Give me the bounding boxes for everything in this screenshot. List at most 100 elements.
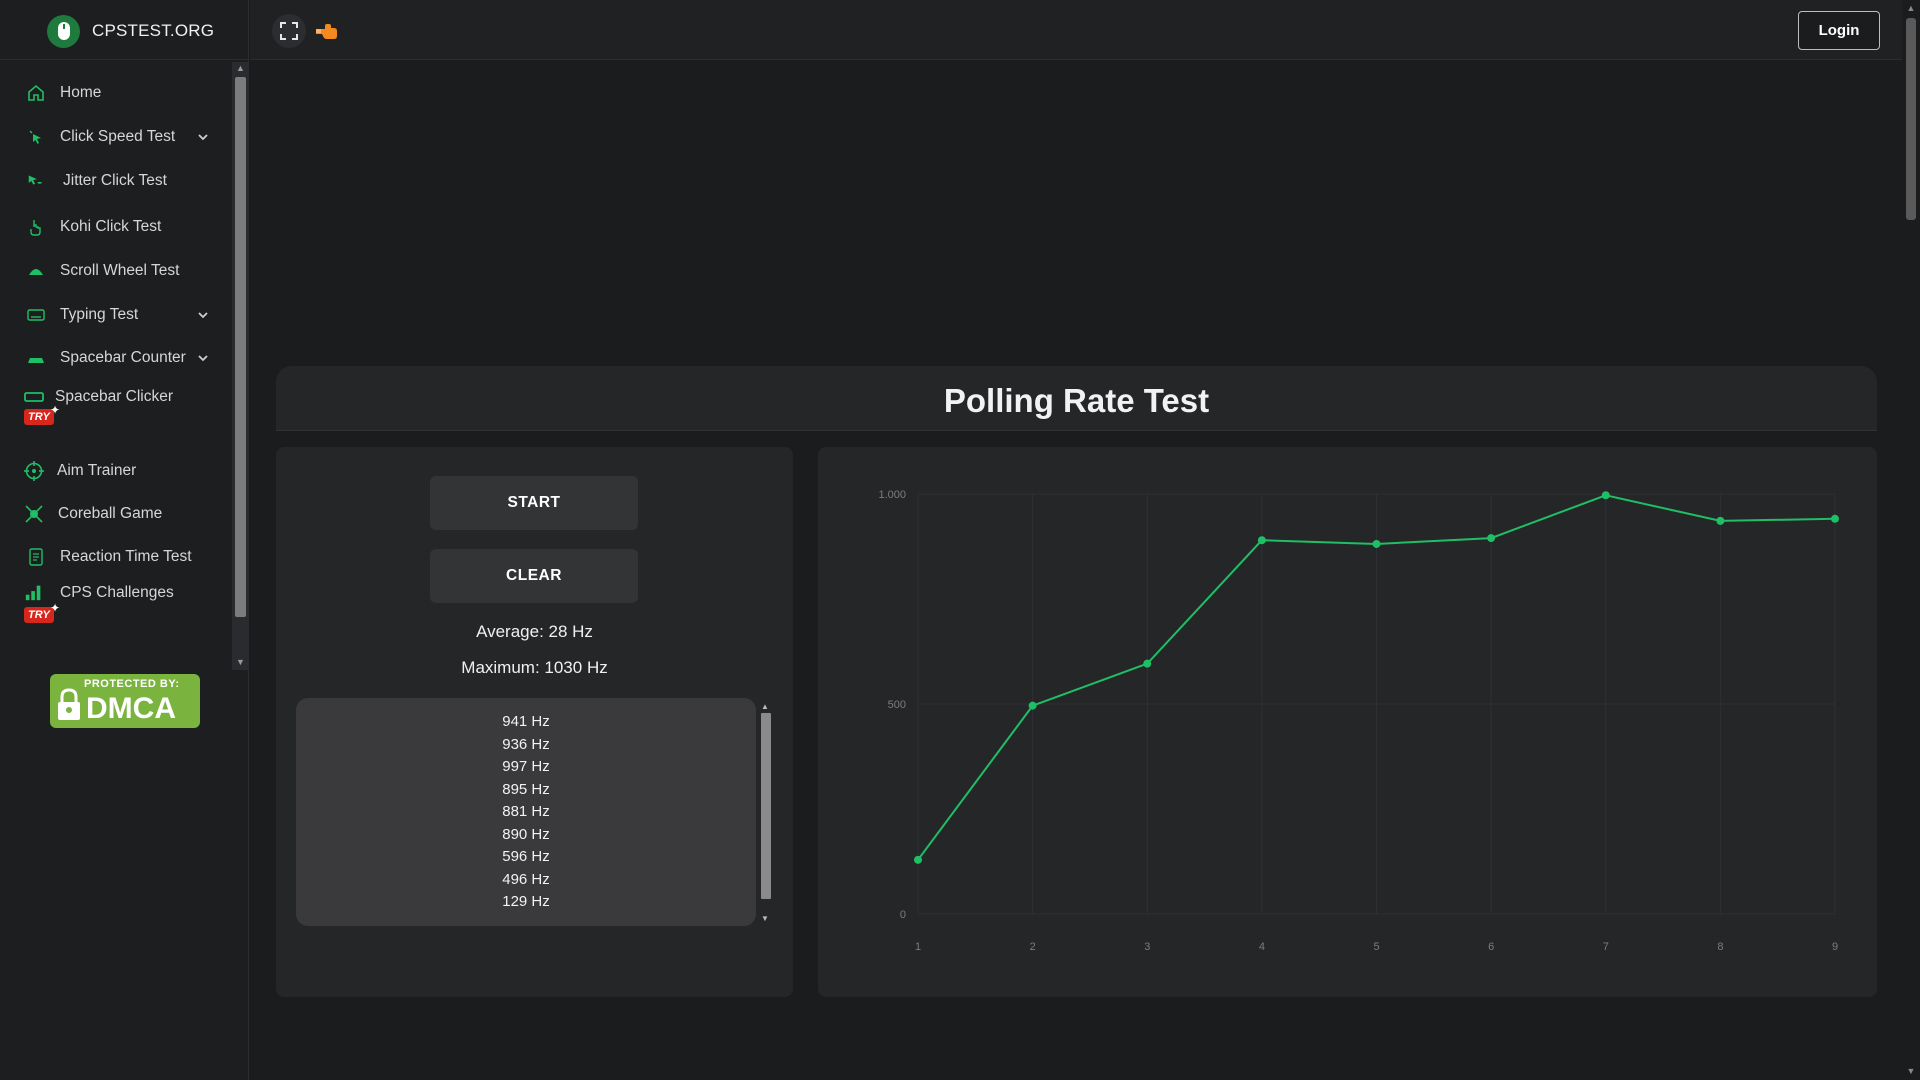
scroll-down-icon[interactable]: ▼ [236,657,245,667]
reading-item: 496 Hz [502,870,550,888]
sidebar-scrollbar[interactable]: ▲ ▼ [232,62,249,670]
chevron-down-icon[interactable] [196,130,210,144]
fullscreen-icon [280,22,298,40]
y-tick-label: 500 [888,699,906,711]
data-point [1143,659,1152,668]
average-text: Average: 28 Hz [476,622,593,641]
scroll-up-icon[interactable]: ▲ [236,63,245,73]
data-point [1257,536,1266,545]
sidebar-item-label: Scroll Wheel Test [60,262,180,279]
pointer-hand-button[interactable] [312,16,342,46]
mouse-wheel-icon [26,261,46,281]
data-point [1372,539,1381,548]
pointer-hand-icon [26,217,46,237]
scroll-down-icon[interactable]: ▼ [761,914,769,923]
data-point [1831,514,1839,523]
title-panel: Polling Rate Test [276,366,1877,431]
spacebar-key-icon [24,387,44,407]
x-tick-label: 2 [1030,941,1036,953]
sidebar-item-label: Spacebar Clicker [55,388,174,405]
page-scroll-thumb[interactable] [1906,18,1916,220]
try-badge: TRY [24,607,54,623]
data-point [1601,491,1610,500]
sidebar-item-aim-trainer[interactable]: Aim Trainer [0,454,232,488]
reading-item: 895 Hz [502,780,550,798]
mouse-logo-icon [47,14,80,48]
document-icon [26,547,46,567]
readings-scroll-thumb[interactable] [761,713,771,899]
readings-items: 941 Hz 936 Hz 997 Hz 895 Hz 881 Hz 890 Hz 596 … [296,711,756,914]
try-badge: TRY [24,409,54,425]
bar-chart-icon [24,582,44,602]
sidebar-item-spacebar-clicker[interactable]: Spacebar Clicker TRY ✦ [0,384,232,430]
reading-item: 941 Hz [502,713,550,730]
sidebar-divider [0,59,249,60]
cursor-click-icon [26,127,46,147]
x-tick-label: 6 [1488,941,1494,953]
chevron-down-icon[interactable] [196,351,210,365]
data-point [1716,516,1725,525]
login-button[interactable]: Login [1798,11,1880,50]
scroll-up-icon[interactable]: ▲ [761,702,769,711]
reading-item: 881 Hz [502,803,550,820]
x-tick-label: 9 [1832,941,1838,953]
readings-list[interactable]: 941 Hz 936 Hz 997 Hz 895 Hz 881 Hz 890 Hz 596 … [296,698,756,926]
reading-item: 596 Hz [502,848,550,865]
sidebar-item-label: Coreball Game [58,505,163,522]
dmca-top-text: PROTECTED BY: [84,678,180,690]
data-point [1028,701,1037,710]
data-point [914,855,922,864]
sidebar-item-jitter-click-test[interactable]: Jitter Click Test [0,164,232,198]
sidebar-item-label: Home [60,84,102,101]
sidebar-item-click-speed-test[interactable]: Click Speed Test [0,120,232,154]
chevron-down-icon[interactable] [196,308,210,322]
chart-panel: 0 500 1.000 1 2 3 4 5 6 7 8 9 [818,447,1877,997]
hand-pointer-icon [316,24,337,39]
reading-item: 936 Hz [502,735,550,753]
scroll-down-icon[interactable]: ▼ [1906,1066,1916,1076]
clear-button[interactable]: CLEAR [430,549,638,603]
keyboard-icon [26,305,46,325]
y-tick-label: 0 [900,909,906,921]
sidebar-item-label: Kohi Click Test [60,218,162,235]
lock-icon [58,688,80,720]
page-title: Polling Rate Test [943,382,1210,419]
jitter-mouse-icon [26,171,46,191]
sidebar-item-label: Click Speed Test [60,128,176,145]
crosshair-icon [24,461,44,481]
sidebar-item-scroll-wheel-test[interactable]: Scroll Wheel Test [0,254,232,288]
x-tick-label: 5 [1373,941,1379,953]
x-tick-label: 1 [915,941,921,953]
coreball-icon [24,504,44,524]
sidebar-item-label: Aim Trainer [57,462,137,479]
top-bar: Login [250,0,1902,60]
reading-item: 890 Hz [502,825,550,843]
dmca-badge[interactable]: PROTECTED BY: DMCA [50,674,200,728]
x-tick-label: 7 [1603,941,1609,953]
sidebar-item-spacebar-counter[interactable]: Spacebar Counter [0,341,232,375]
sidebar-item-kohi-click-test[interactable]: Kohi Click Test [0,210,232,244]
x-tick-label: 8 [1717,941,1723,953]
sparkle-icon: ✦ [50,601,61,615]
sidebar-item-typing-test[interactable]: Typing Test [0,298,232,332]
sidebar-item-home[interactable]: Home [0,76,232,110]
sidebar-item-cps-challenges[interactable]: CPS Challenges TRY ✦ [0,582,232,628]
sidebar-scroll-thumb[interactable] [235,77,246,617]
spacebar-icon [26,348,46,368]
readings-scrollbar[interactable]: ▲ ▼ [758,698,772,926]
sidebar-item-coreball-game[interactable]: Coreball Game [0,497,232,531]
sidebar: CPSTEST.ORG Home Click Speed Test Jitter… [0,0,249,1080]
fullscreen-button[interactable] [272,14,306,48]
sidebar-nav: Home Click Speed Test Jitter Click Test … [0,72,232,670]
sidebar-item-reaction-time-test[interactable]: Reaction Time Test [0,540,232,574]
sidebar-item-label: Jitter Click Test [63,172,167,189]
brand-link[interactable]: CPSTEST.ORG [47,14,214,48]
sidebar-item-label: Typing Test [60,306,139,323]
control-panel: START CLEAR Average: 28 Hz Maximum: 1030… [276,447,793,997]
sidebar-item-label: Spacebar Counter [60,349,186,366]
polling-rate-chart: 0 500 1.000 1 2 3 4 5 6 7 8 9 [878,489,1839,953]
scroll-up-icon[interactable]: ▲ [1906,3,1916,13]
start-button[interactable]: START [430,476,638,530]
reading-item: 997 Hz [502,758,550,775]
page-scrollbar[interactable]: ▲ ▼ [1902,0,1920,1080]
